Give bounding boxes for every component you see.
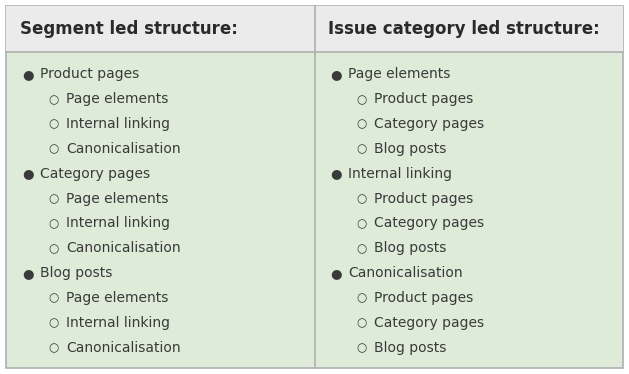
Text: Page elements: Page elements [66,191,169,206]
Text: Canonicalisation: Canonicalisation [348,266,463,280]
Text: ●: ● [22,68,33,81]
Text: Category pages: Category pages [40,167,150,181]
Text: Category pages: Category pages [374,117,484,131]
Text: ●: ● [330,68,342,81]
Text: Blog posts: Blog posts [374,341,447,355]
Text: Internal linking: Internal linking [66,117,170,131]
Text: ○: ○ [357,316,367,329]
Text: ○: ○ [48,117,58,131]
Text: Issue category led structure:: Issue category led structure: [328,20,600,38]
Text: ○: ○ [48,93,58,106]
Text: ○: ○ [357,341,367,354]
Text: Internal linking: Internal linking [66,316,170,330]
Text: ○: ○ [357,142,367,156]
Bar [6,6,314,52]
Text: Product pages: Product pages [40,67,139,82]
Text: ○: ○ [48,217,58,230]
Text: Page elements: Page elements [348,67,451,82]
Text: ○: ○ [357,93,367,106]
Text: Page elements: Page elements [66,92,169,106]
Text: ○: ○ [357,242,367,255]
Text: Product pages: Product pages [374,92,474,106]
Text: Blog posts: Blog posts [40,266,113,280]
Text: ○: ○ [357,217,367,230]
Text: ○: ○ [48,192,58,205]
Text: ○: ○ [357,117,367,131]
Text: Canonicalisation: Canonicalisation [66,142,181,156]
Text: Canonicalisation: Canonicalisation [66,341,181,355]
Bar [314,6,623,52]
Text: ○: ○ [48,142,58,156]
Text: Internal linking: Internal linking [66,217,170,230]
Text: Canonicalisation: Canonicalisation [66,241,181,255]
Text: Category pages: Category pages [374,316,484,330]
Text: Segment led structure:: Segment led structure: [20,20,238,38]
Text: Blog posts: Blog posts [374,142,447,156]
Text: Page elements: Page elements [66,291,169,305]
Text: ●: ● [22,267,33,280]
Text: ●: ● [330,267,342,280]
Text: ○: ○ [48,341,58,354]
Text: ○: ○ [48,291,58,304]
Text: Category pages: Category pages [374,217,484,230]
Text: ○: ○ [357,192,367,205]
Text: ○: ○ [357,291,367,304]
Text: ●: ● [22,167,33,180]
Text: Product pages: Product pages [374,291,474,305]
Text: ●: ● [330,167,342,180]
Text: ○: ○ [48,242,58,255]
Text: Blog posts: Blog posts [374,241,447,255]
Text: Product pages: Product pages [374,191,474,206]
Text: Internal linking: Internal linking [348,167,452,181]
Text: ○: ○ [48,316,58,329]
